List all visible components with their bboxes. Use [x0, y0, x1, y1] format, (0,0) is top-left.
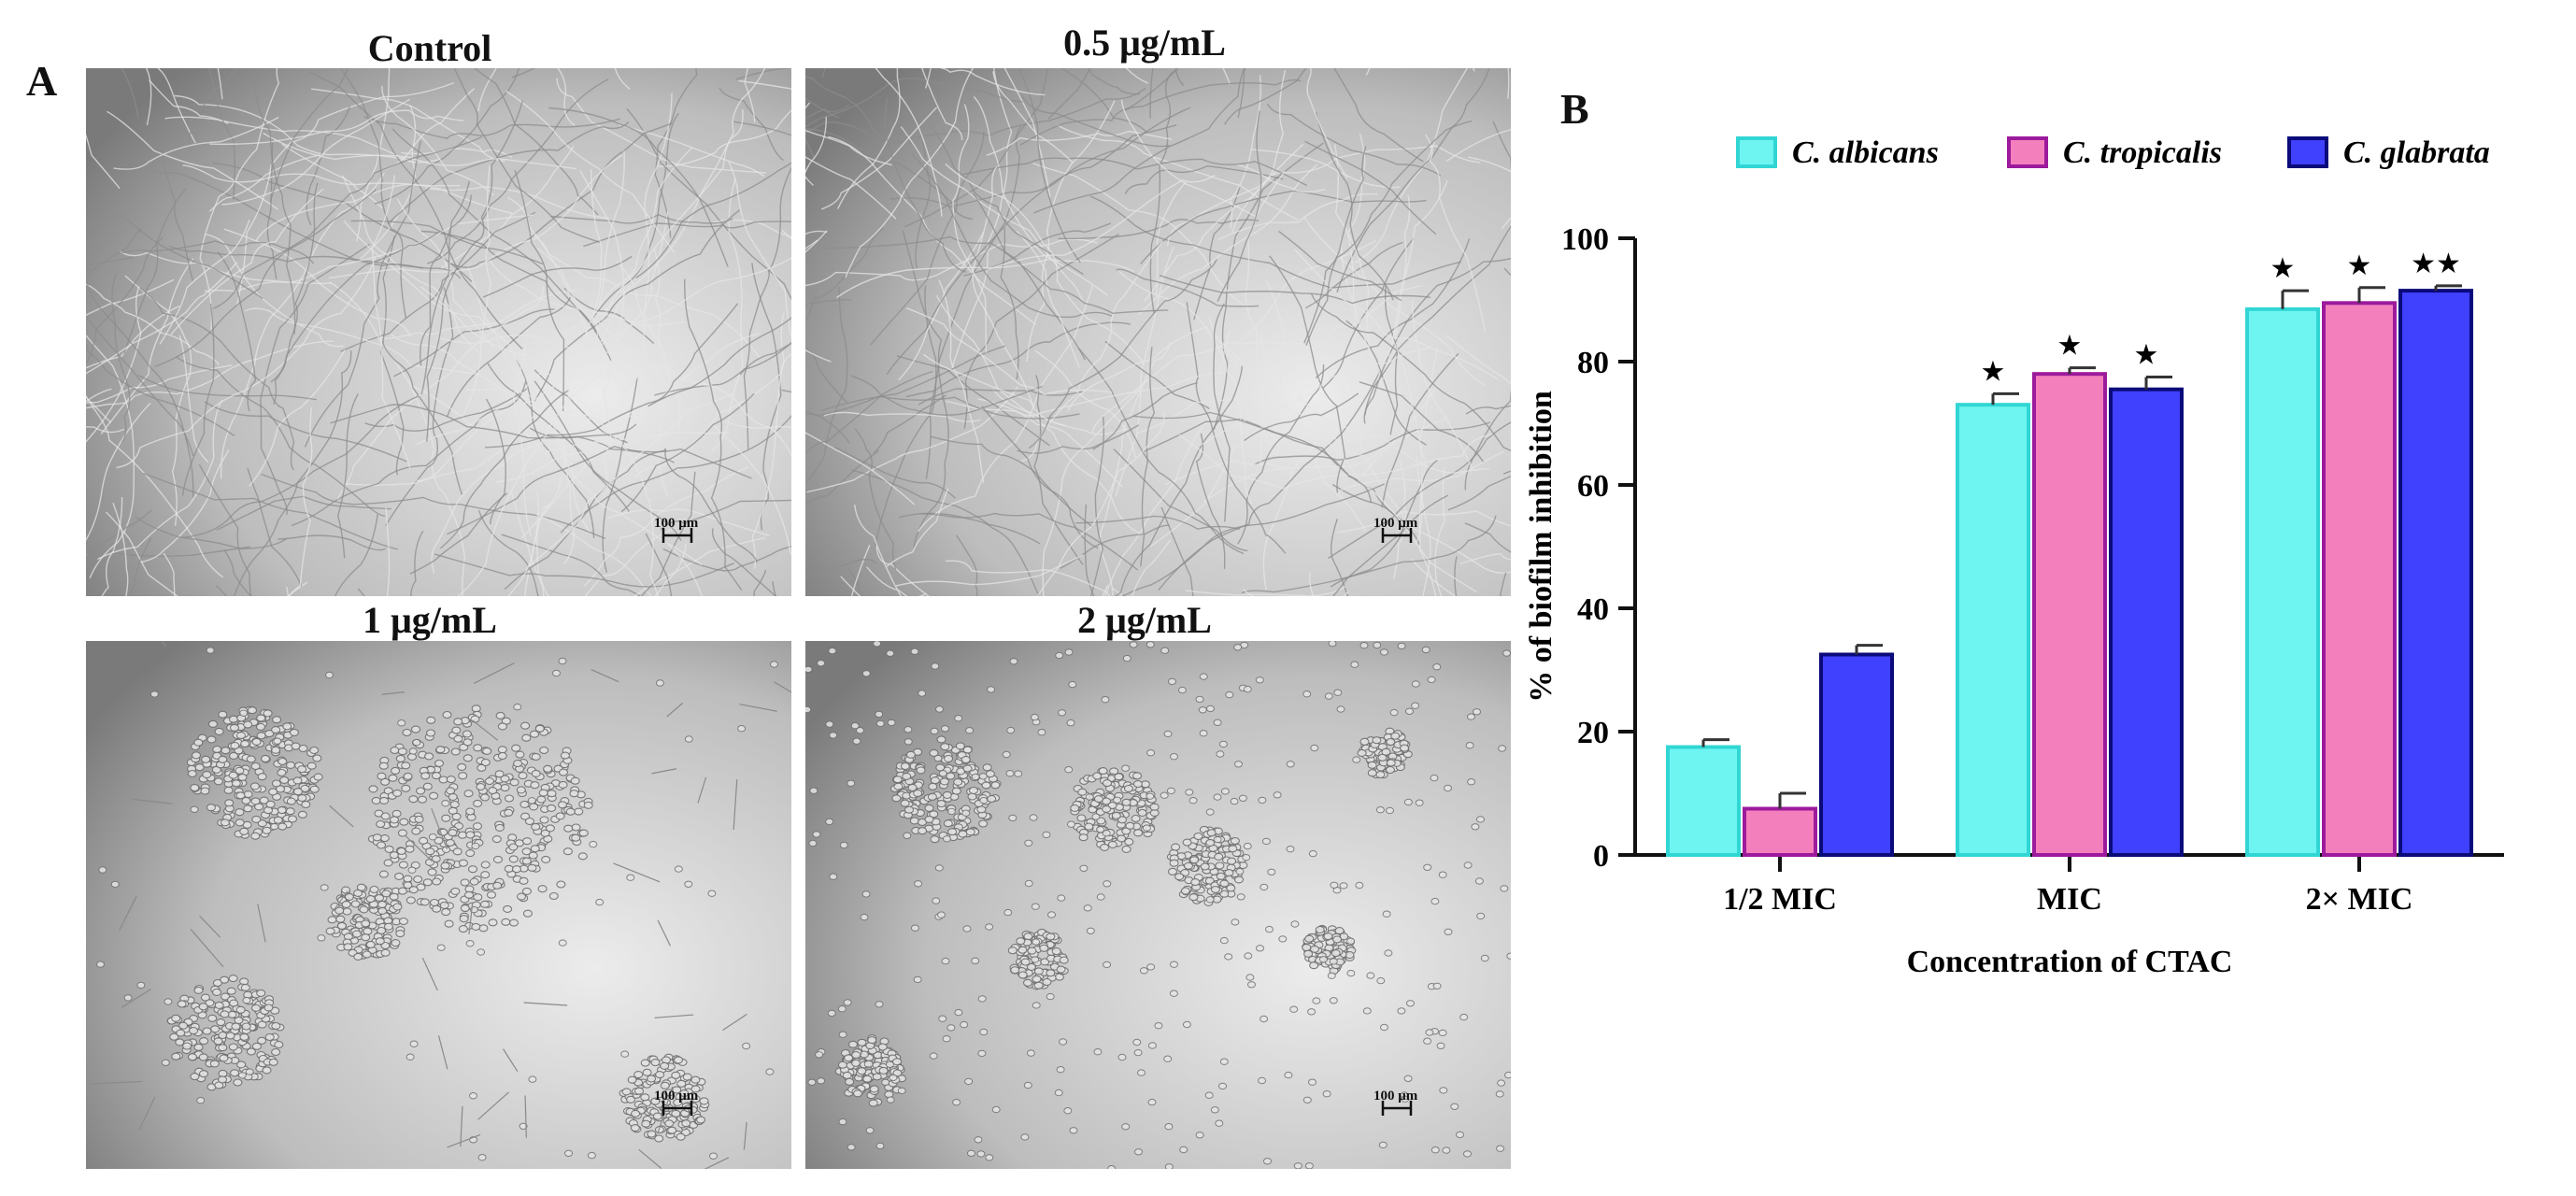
- legend-swatch-0: [1736, 136, 1777, 168]
- bar-0-2: [2245, 306, 2320, 857]
- y-tick-label-1: 20: [1577, 716, 1609, 750]
- bar-2-1: [2109, 387, 2184, 857]
- panel-a-letter: A: [26, 57, 58, 105]
- y-tick-label-4: 80: [1577, 346, 1609, 380]
- legend-label-0: C. albicans: [1792, 135, 1939, 170]
- significance-mark-1-1: ★: [2057, 330, 2083, 363]
- micro-title-control: Control: [367, 27, 492, 69]
- y-tick-label-5: 100: [1561, 222, 1609, 257]
- micro-title-1: 1 μg/mL: [363, 599, 497, 641]
- micro-title-2: 2 μg/mL: [1077, 599, 1212, 641]
- y-tick-label-3: 60: [1577, 469, 1609, 504]
- legend-label-2: C. glabrata: [2343, 135, 2490, 170]
- bar-1-2: [2322, 301, 2397, 857]
- y-tick-label-0: 0: [1593, 839, 1609, 874]
- scale-label-2: 100 μm: [1373, 1089, 1418, 1103]
- bar-1-0: [1743, 806, 1817, 857]
- legend-swatch-1: [2007, 136, 2048, 168]
- scale-label-0-5: 100 μm: [1373, 516, 1418, 531]
- micrograph-control: [86, 68, 791, 596]
- micrograph-1: [86, 641, 791, 1169]
- significance-mark-1-2: ★: [2347, 249, 2372, 282]
- scale-bar: [1381, 528, 1413, 543]
- bar-0-0: [1666, 745, 1741, 857]
- scale-bar: [1381, 1101, 1413, 1116]
- y-tick-label-2: 40: [1577, 592, 1609, 627]
- bar-chart: C. albicans C. tropicalis C. glabrata 0 20 40…: [1514, 56, 2560, 1131]
- scale-bar: [662, 528, 693, 543]
- y-axis-label: % of biofilm inhibition: [1524, 391, 1558, 703]
- scale-label-control: 100 μm: [654, 516, 699, 531]
- bar-2-0: [1819, 652, 1894, 857]
- legend-label-1: C. tropicalis: [2063, 135, 2222, 170]
- significance-mark-2-1: ★: [2134, 339, 2159, 372]
- legend-swatch-2: [2287, 136, 2328, 168]
- bar-2-2: [2398, 289, 2473, 858]
- bar-1-1: [2032, 372, 2107, 857]
- significance-mark-0-2: ★: [2270, 252, 2296, 285]
- x-tick-label-1: MIC: [2037, 882, 2102, 917]
- scale-label-1: 100 μm: [654, 1089, 699, 1103]
- panel-b-letter: B: [1560, 85, 1589, 133]
- significance-mark-2-2: ★★: [2411, 248, 2461, 280]
- micrograph-2: [805, 641, 1511, 1169]
- bar-0-1: [1956, 403, 2030, 857]
- scale-bar: [662, 1101, 693, 1116]
- x-tick-label-2: 2× MIC: [2306, 882, 2413, 917]
- micrograph-0-5: [805, 68, 1511, 596]
- micro-title-0-5: 0.5 μg/mL: [1063, 21, 1226, 64]
- significance-mark-0-1: ★: [1981, 355, 2006, 388]
- x-axis-label: Concentration of CTAC: [1907, 945, 2233, 979]
- x-tick-label-0: 1/2 MIC: [1723, 882, 1837, 917]
